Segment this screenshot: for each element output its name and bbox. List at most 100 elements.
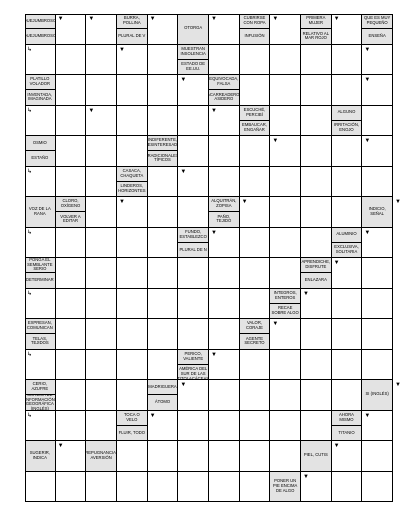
answer-cell[interactable] (209, 44, 240, 75)
answer-cell[interactable] (239, 227, 271, 258)
answer-cell[interactable] (178, 105, 209, 136)
answer-cell[interactable] (209, 471, 240, 502)
answer-cell[interactable] (362, 471, 393, 502)
answer-cell[interactable] (147, 227, 179, 258)
answer-cell[interactable] (270, 410, 301, 441)
answer-cell[interactable] (362, 288, 393, 319)
answer-cell[interactable] (55, 227, 87, 258)
answer-cell[interactable] (147, 105, 179, 136)
answer-cell[interactable] (86, 197, 117, 228)
answer-cell[interactable] (239, 441, 271, 472)
answer-cell[interactable] (55, 136, 87, 167)
answer-cell[interactable] (270, 441, 301, 472)
answer-cell[interactable] (86, 288, 117, 319)
answer-cell[interactable] (86, 75, 117, 106)
answer-cell[interactable] (301, 380, 332, 411)
answer-cell[interactable] (209, 288, 240, 319)
answer-cell[interactable] (147, 441, 179, 472)
answer-cell[interactable] (86, 105, 117, 136)
answer-cell[interactable] (55, 410, 87, 441)
answer-cell[interactable] (331, 441, 363, 472)
answer-cell[interactable] (239, 258, 271, 289)
answer-cell[interactable] (86, 136, 117, 167)
answer-cell[interactable] (239, 136, 271, 167)
answer-cell[interactable] (362, 105, 393, 136)
answer-cell[interactable] (209, 410, 240, 441)
answer-cell[interactable] (270, 197, 301, 228)
answer-cell[interactable] (301, 349, 332, 380)
answer-cell[interactable] (331, 349, 363, 380)
answer-cell[interactable] (331, 380, 363, 411)
answer-cell[interactable] (301, 288, 332, 319)
answer-cell[interactable] (270, 166, 301, 197)
answer-cell[interactable] (147, 44, 179, 75)
answer-cell[interactable] (362, 410, 393, 441)
answer-cell[interactable] (239, 288, 271, 319)
answer-cell[interactable] (55, 75, 87, 106)
answer-cell[interactable] (209, 166, 240, 197)
answer-cell[interactable] (362, 319, 393, 350)
answer-cell[interactable] (25, 105, 56, 136)
answer-cell[interactable] (86, 319, 117, 350)
answer-cell[interactable] (178, 166, 209, 197)
answer-cell[interactable] (301, 44, 332, 75)
answer-cell[interactable] (55, 349, 87, 380)
answer-cell[interactable] (331, 197, 363, 228)
answer-cell[interactable] (301, 471, 332, 502)
answer-cell[interactable] (209, 227, 240, 258)
answer-cell[interactable] (25, 410, 56, 441)
answer-cell[interactable] (239, 380, 271, 411)
answer-cell[interactable] (270, 380, 301, 411)
answer-cell[interactable] (209, 258, 240, 289)
answer-cell[interactable] (86, 471, 117, 502)
answer-cell[interactable] (25, 471, 56, 502)
answer-cell[interactable] (117, 197, 148, 228)
answer-cell[interactable] (178, 441, 209, 472)
answer-cell[interactable] (117, 136, 148, 167)
answer-cell[interactable] (117, 349, 148, 380)
answer-cell[interactable] (331, 166, 363, 197)
answer-cell[interactable] (239, 471, 271, 502)
answer-cell[interactable] (270, 136, 301, 167)
answer-cell[interactable] (209, 349, 240, 380)
answer-cell[interactable] (178, 136, 209, 167)
answer-cell[interactable] (209, 380, 240, 411)
answer-cell[interactable] (331, 258, 363, 289)
answer-cell[interactable] (239, 197, 271, 228)
answer-cell[interactable] (55, 166, 87, 197)
answer-cell[interactable] (117, 288, 148, 319)
answer-cell[interactable] (86, 349, 117, 380)
answer-cell[interactable] (25, 227, 56, 258)
answer-cell[interactable] (147, 166, 179, 197)
answer-cell[interactable] (25, 44, 56, 75)
answer-cell[interactable] (86, 410, 117, 441)
answer-cell[interactable] (147, 75, 179, 106)
answer-cell[interactable] (239, 44, 271, 75)
answer-cell[interactable] (301, 136, 332, 167)
answer-cell[interactable] (362, 136, 393, 167)
answer-cell[interactable] (25, 349, 56, 380)
answer-cell[interactable] (362, 441, 393, 472)
answer-cell[interactable] (331, 288, 363, 319)
answer-cell[interactable] (270, 258, 301, 289)
answer-cell[interactable] (147, 288, 179, 319)
answer-cell[interactable] (55, 105, 87, 136)
answer-cell[interactable] (270, 44, 301, 75)
answer-cell[interactable] (331, 44, 363, 75)
answer-cell[interactable] (55, 258, 87, 289)
answer-cell[interactable] (362, 75, 393, 106)
answer-cell[interactable] (362, 258, 393, 289)
answer-cell[interactable] (117, 75, 148, 106)
answer-cell[interactable] (209, 441, 240, 472)
answer-cell[interactable] (147, 349, 179, 380)
answer-cell[interactable] (301, 319, 332, 350)
answer-cell[interactable] (178, 471, 209, 502)
answer-cell[interactable] (147, 197, 179, 228)
answer-cell[interactable] (117, 227, 148, 258)
answer-cell[interactable] (301, 75, 332, 106)
answer-cell[interactable] (178, 75, 209, 106)
answer-cell[interactable] (270, 349, 301, 380)
answer-cell[interactable] (147, 319, 179, 350)
answer-cell[interactable] (301, 410, 332, 441)
answer-cell[interactable] (301, 105, 332, 136)
